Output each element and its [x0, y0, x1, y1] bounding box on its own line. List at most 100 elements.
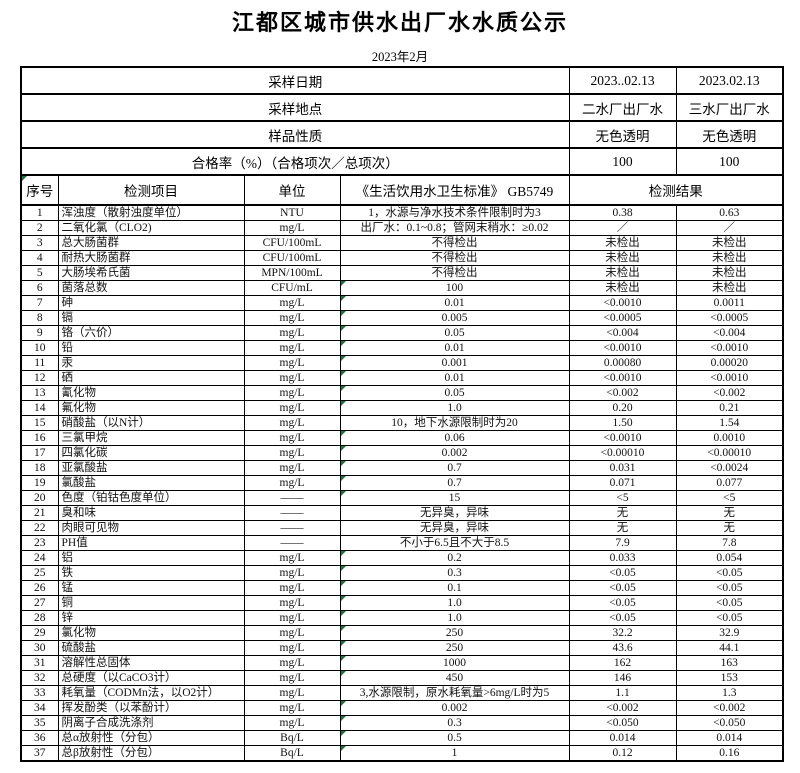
table-row: 7 砷 mg/L 0.01 <0.0010 0.0011	[20, 295, 784, 311]
result-plant3: 未检出	[675, 280, 784, 296]
table-row: 25 铁 mg/L 0.3 <0.05 <0.05	[20, 565, 784, 581]
item-name: 氯酸盐	[57, 475, 245, 491]
unit: CFU/100mL	[243, 235, 341, 251]
standard-limit: 0.001	[339, 355, 570, 371]
unit: mg/L	[243, 340, 341, 356]
standard-limit: 0.005	[339, 310, 570, 326]
error-flag-triangle-icon	[341, 311, 346, 316]
unit: mg/L	[243, 355, 341, 371]
item-name: 铝	[57, 550, 245, 566]
row-index: 30	[20, 640, 59, 656]
result-plant2: <0.002	[568, 700, 677, 716]
standard-limit: 0.2	[339, 550, 570, 566]
result-plant3: <0.05	[675, 595, 784, 611]
row-index: 32	[20, 670, 59, 686]
info-row-sample-date: 采样日期 2023..02.13 2023.02.13	[20, 66, 784, 95]
table-row: 23 PH值 —— 不小于6.5且不大于8.5 7.9 7.8	[20, 535, 784, 551]
row-index: 21	[20, 505, 59, 521]
table-row: 3 总大肠菌群 CFU/100mL 不得检出 未检出 未检出	[20, 235, 784, 251]
item-name: 氟化物	[57, 400, 245, 416]
standard-limit: 0.3	[339, 715, 570, 731]
row-index: 37	[20, 745, 59, 762]
standard-limit: 1.0	[339, 595, 570, 611]
clipped-text-strip: 江都区城市供水出厂水水质公示	[0, 0, 800, 4]
item-name: 大肠埃希氏菌	[57, 265, 245, 281]
item-name: 总大肠菌群	[57, 235, 245, 251]
result-plant2: 1.50	[568, 415, 677, 431]
table-row: 12 硒 mg/L 0.01 <0.0010 <0.0010	[20, 370, 784, 386]
result-plant3: <0.0010	[675, 340, 784, 356]
row-index: 34	[20, 700, 59, 716]
row-index: 9	[20, 325, 59, 341]
table-row: 15 硝酸盐（以N计） mg/L 10，地下水源限制时为20 1.50 1.54	[20, 415, 784, 431]
row-index: 19	[20, 475, 59, 491]
standard-limit: 0.01	[339, 370, 570, 386]
item-name: 挥发酚类（以苯酚计）	[57, 700, 245, 716]
result-plant2: 未检出	[568, 235, 677, 251]
standard-limit: 0.01	[339, 295, 570, 311]
header-result: 检测结果	[568, 174, 784, 206]
result-plant2: <0.0010	[568, 295, 677, 311]
table-row: 32 总硬度（以CaCO3计） mg/L 450 146 153	[20, 670, 784, 686]
table-row: 36 总α放射性（分包） Bq/L 0.5 0.014 0.014	[20, 730, 784, 746]
error-flag-triangle-icon	[341, 386, 346, 391]
table-row: 37 总β放射性（分包） Bq/L 1 0.12 0.16	[20, 745, 784, 762]
unit: mg/L	[243, 655, 341, 671]
unit: Bq/L	[243, 745, 341, 762]
standard-limit: 无异臭，异味	[339, 520, 570, 536]
result-plant2: <0.004	[568, 325, 677, 341]
item-name: 耐热大肠菌群	[57, 250, 245, 266]
info-row-pass-rate: 合格率（%）（合格项次／总项次） 100 100	[20, 147, 784, 176]
error-flag-triangle-icon	[341, 476, 346, 481]
item-name: 锰	[57, 580, 245, 596]
unit: mg/L	[243, 295, 341, 311]
row-index: 10	[20, 340, 59, 356]
item-name: 铁	[57, 565, 245, 581]
sample-date-plant3: 2023.02.13	[675, 66, 784, 95]
item-name: 四氯化碳	[57, 445, 245, 461]
result-plant3: <0.004	[675, 325, 784, 341]
result-plant3: 1.54	[675, 415, 784, 431]
item-name: 二氧化氯（CLO2)	[57, 220, 245, 236]
result-plant3: <0.05	[675, 565, 784, 581]
result-plant2: 7.9	[568, 535, 677, 551]
table-row: 34 挥发酚类（以苯酚计） mg/L 0.002 <0.002 <0.002	[20, 700, 784, 716]
result-plant2: <0.0010	[568, 430, 677, 446]
result-plant3: ／	[675, 220, 784, 236]
standard-limit: 250	[339, 640, 570, 656]
standard-limit: 0.5	[339, 730, 570, 746]
standard-limit: 无异臭，异味	[339, 505, 570, 521]
item-name: 总β放射性（分包）	[57, 745, 245, 762]
standard-limit: 0.05	[339, 325, 570, 341]
error-flag-triangle-icon	[341, 431, 346, 436]
result-plant2: <0.00010	[568, 445, 677, 461]
unit: mg/L	[243, 550, 341, 566]
page-title: 江都区城市供水出厂水水质公示	[231, 10, 568, 35]
standard-limit: 3,水源限制，原水耗氧量>6mg/L时为5	[339, 685, 570, 701]
unit: Bq/L	[243, 730, 341, 746]
result-plant2: <0.0005	[568, 310, 677, 326]
standard-limit: 不得检出	[339, 235, 570, 251]
pass-rate-plant2: 100	[568, 147, 677, 176]
result-plant3: 未检出	[675, 265, 784, 281]
item-name: 氰化物	[57, 385, 245, 401]
standard-limit: 0.3	[339, 565, 570, 581]
unit: CFU/100mL	[243, 250, 341, 266]
error-flag-triangle-icon	[341, 551, 346, 556]
table-row: 13 氰化物 mg/L 0.05 <0.002 <0.002	[20, 385, 784, 401]
sample-location-plant2: 二水厂出厂水	[568, 93, 677, 122]
row-index: 5	[20, 265, 59, 281]
item-name: 臭和味	[57, 505, 245, 521]
row-index: 2	[20, 220, 59, 236]
error-flag-triangle-icon	[341, 746, 346, 751]
table-row: 16 三氯甲烷 mg/L 0.06 <0.0010 0.0010	[20, 430, 784, 446]
table-row: 28 锌 mg/L 1.0 <0.05 <0.05	[20, 610, 784, 626]
result-plant3: 0.21	[675, 400, 784, 416]
result-plant3: <5	[675, 490, 784, 506]
item-name: 铬（六价）	[57, 325, 245, 341]
result-plant2: 0.033	[568, 550, 677, 566]
error-flag-triangle-icon	[341, 701, 346, 706]
result-plant2: <0.0010	[568, 340, 677, 356]
item-name: 砷	[57, 295, 245, 311]
result-plant3: <0.002	[675, 385, 784, 401]
